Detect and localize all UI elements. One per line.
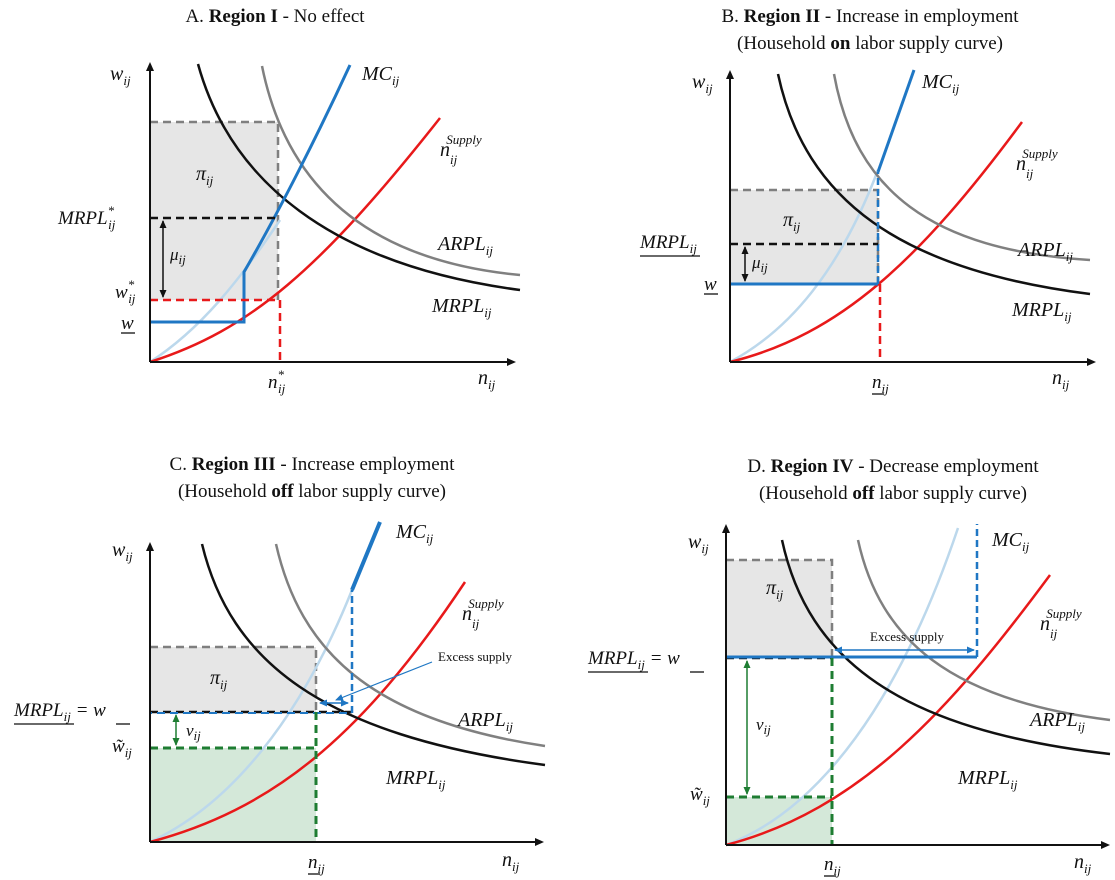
mc-light-curve xyxy=(149,219,282,364)
arpl-curve xyxy=(856,539,1111,722)
arpl-label: ARPLij xyxy=(456,709,513,734)
panel-b-title: B. Region II - Increase in employment xyxy=(721,6,1019,27)
y-axis-label: wij xyxy=(692,71,713,96)
mrpl-curve xyxy=(776,73,1091,296)
y-axis-label: wij xyxy=(110,63,131,88)
panel-a: A. Region I - No effect wij nij MCij nij… xyxy=(57,6,521,396)
y-mrpl-star-label: MRPL* ij xyxy=(57,203,116,232)
mc-label: MCij xyxy=(395,521,434,546)
x-axis-label: nij xyxy=(1074,851,1092,876)
x-n-label: nij xyxy=(824,854,841,878)
x-n-label: nij xyxy=(872,372,889,396)
x-n-label: nij xyxy=(308,852,325,876)
mc-curve xyxy=(150,64,352,324)
mc-curve xyxy=(876,69,916,173)
y-wbar-label: w xyxy=(704,274,717,295)
mrpl-curve xyxy=(780,539,1111,756)
supply-label: nijSupply xyxy=(462,596,504,631)
mrpl-label: MRPLij xyxy=(385,767,446,792)
y-w-tilde-label: w̃ij xyxy=(690,784,710,808)
mrpl-curve xyxy=(196,63,521,292)
y-axis-label: wij xyxy=(112,539,133,564)
excess-supply-note: Excess supply xyxy=(438,649,513,664)
arpl-label: ARPLij xyxy=(436,233,493,258)
supply-curve xyxy=(149,581,467,844)
panel-b-subtitle: (Household on labor supply curve) xyxy=(737,33,1003,54)
supply-label: nijSupply xyxy=(440,132,482,167)
panel-d-title: D. Region IV - Decrease employment xyxy=(747,456,1039,477)
panel-c-subtitle: (Household off labor supply curve) xyxy=(178,481,446,502)
x-n-star-label: n* ij xyxy=(268,367,286,396)
panel-c: C. Region III - Increase employment (Hou… xyxy=(13,454,546,876)
supply-label: nijSupply xyxy=(1016,146,1058,181)
x-axis-label: nij xyxy=(502,849,520,874)
mc-curve xyxy=(350,521,382,591)
wedge-label: νij xyxy=(756,715,771,737)
y-w-tilde-label: w̃ij xyxy=(112,736,132,760)
arpl-curve xyxy=(260,65,521,277)
y-w-star-label: w* ij xyxy=(115,277,136,306)
mrpl-label: MRPLij xyxy=(1011,299,1072,324)
y-mrpl-w-label: MRPLij = w xyxy=(13,700,106,724)
mc-light-curve xyxy=(725,527,960,847)
excess-supply-note: Excess supply xyxy=(870,629,945,644)
excess-supply-pointer xyxy=(335,661,433,701)
panel-a-title: A. Region I - No effect xyxy=(185,6,365,27)
y-mrpl-label: MRPLij xyxy=(639,232,697,256)
mrpl-label: MRPLij xyxy=(957,767,1018,792)
arpl-curve xyxy=(832,73,1091,262)
arpl-label: ARPLij xyxy=(1028,709,1085,734)
panel-c-title: C. Region III - Increase employment xyxy=(170,454,456,475)
mc-light-curve xyxy=(729,169,880,364)
mc-label: MCij xyxy=(361,63,400,88)
mc-label: MCij xyxy=(991,529,1030,554)
supply-curve xyxy=(725,574,1052,847)
y-wbar-label: w xyxy=(121,313,134,334)
panel-d-subtitle: (Household off labor supply curve) xyxy=(759,483,1027,504)
panel-b: B. Region II - Increase in employment (H… xyxy=(639,6,1096,396)
mc-light-curve xyxy=(149,589,354,844)
profit-area-border xyxy=(150,645,318,712)
x-axis-label: nij xyxy=(1052,367,1070,392)
mrpl-curve xyxy=(200,543,546,767)
y-mrpl-w-label: MRPLij = w xyxy=(587,648,680,672)
profit-area xyxy=(150,122,278,300)
panel-d: D. Region IV - Decrease employment (Hous… xyxy=(587,456,1111,878)
mrpl-label: MRPLij xyxy=(431,295,492,320)
profit-area-border xyxy=(726,558,834,658)
y-axis-label: wij xyxy=(688,531,709,556)
mc-label: MCij xyxy=(921,71,960,96)
wedge-label: νij xyxy=(186,721,201,743)
arpl-curve xyxy=(274,543,546,748)
profit-area-border xyxy=(150,120,280,300)
arpl-label: ARPLij xyxy=(1016,239,1073,264)
x-axis-label: nij xyxy=(478,367,496,392)
supply-label: nijSupply xyxy=(1040,606,1082,641)
supply-curve xyxy=(149,117,441,364)
profit-area xyxy=(726,560,832,658)
